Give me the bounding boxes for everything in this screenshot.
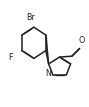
Text: F: F — [8, 53, 13, 62]
Text: Br: Br — [27, 13, 36, 22]
Text: N: N — [45, 69, 51, 78]
Text: O: O — [79, 36, 85, 45]
